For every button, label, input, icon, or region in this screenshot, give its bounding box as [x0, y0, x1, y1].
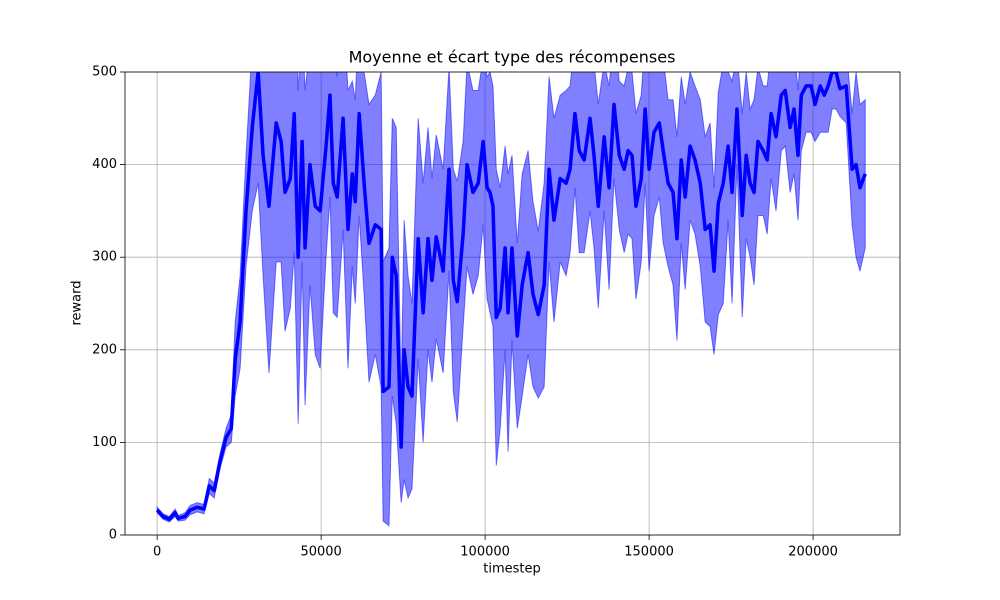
x-axis-label: timestep	[483, 562, 541, 577]
series	[155, 72, 867, 527]
x-tick-label: 0	[153, 545, 161, 560]
y-tick-label: 100	[92, 435, 117, 450]
y-tick-label: 200	[92, 342, 117, 357]
y-tick-label: 400	[92, 157, 117, 172]
y-axis-label: reward	[70, 280, 85, 325]
x-tick-label: 100000	[460, 545, 510, 560]
mean-line	[155, 72, 867, 522]
y-tick-label: 500	[92, 65, 117, 80]
y-tick-label: 0	[109, 528, 117, 543]
x-tick-label: 150000	[624, 545, 674, 560]
chart-title: Moyenne et écart type des récompenses	[349, 48, 676, 67]
y-tick-label: 300	[92, 250, 117, 265]
axes-frame	[124, 71, 901, 536]
x-tick-label: 200000	[788, 545, 838, 560]
x-tick-label: 50000	[300, 545, 341, 560]
